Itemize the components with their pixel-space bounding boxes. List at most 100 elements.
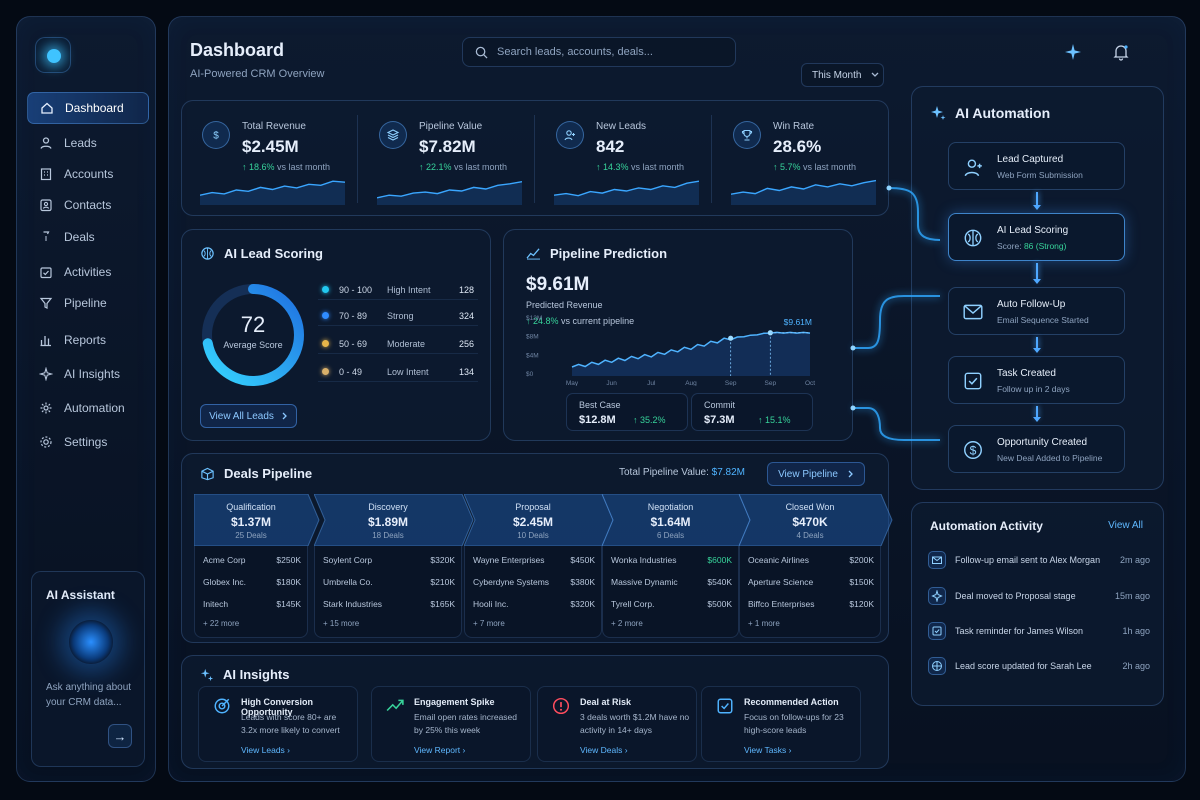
sidebar-item-automation[interactable]: Automation	[27, 392, 149, 424]
stage-discovery[interactable]: Discovery $1.89M 18 Deals Soylent Corp $320K…	[314, 494, 474, 638]
stage-negotiation[interactable]: Negotiation $1.64M 6 Deals Wonka Industries…	[602, 494, 751, 638]
sidebar-item-settings[interactable]: Settings	[27, 426, 149, 458]
score-tier: High Intent	[387, 284, 431, 295]
lead-scoring-card: AI Lead Scoring 72 Average Score 90 - 10…	[181, 229, 491, 441]
sidebar-item-deals[interactable]: Deals	[27, 221, 149, 253]
stage-header-chevron	[739, 494, 893, 546]
more-deals-link[interactable]: + 1 more	[748, 619, 780, 628]
sidebar-item-contacts[interactable]: Contacts	[27, 189, 149, 221]
home-icon	[41, 102, 53, 114]
sidebar-item-reports[interactable]: Reports	[27, 324, 149, 356]
stage-qualification[interactable]: Qualification $1.37M 25 Deals Acme Corp $250…	[194, 494, 320, 638]
trend-chart-icon	[526, 248, 540, 260]
forecast-point[interactable]	[728, 335, 734, 341]
insight-card[interactable]: Recommended Action Focus on follow-ups fo…	[701, 686, 861, 762]
prediction-change-suffix: vs current pipeline	[561, 316, 635, 326]
insight-card[interactable]: High Conversion Opportunity Leads with sc…	[198, 686, 358, 762]
more-deals-link[interactable]: + 22 more	[203, 619, 240, 628]
deal-row[interactable]: Biffco Enterprises $120K	[748, 599, 874, 613]
deal-row[interactable]: Tyrell Corp. $500K	[611, 599, 732, 613]
activity-item[interactable]: Lead score updated for Sarah Lee 2h ago	[928, 653, 1150, 679]
kpi-new-leads[interactable]: New Leads 842 ↑ 14.3% vs last month	[536, 101, 712, 217]
sidebar-item-label: Leads	[64, 136, 97, 150]
view-pipeline-button[interactable]: View Pipeline	[767, 462, 865, 486]
ai-assistant-go-button[interactable]: →	[108, 724, 132, 748]
deal-row[interactable]: Initech $145K	[203, 599, 301, 613]
lead-score-row[interactable]: 90 - 100 High Intent 128	[318, 280, 478, 300]
sidebar-item-leads[interactable]: Leads	[27, 127, 149, 159]
stage-proposal[interactable]: Proposal $2.45M 10 Deals Wayne Enterprises $…	[464, 494, 614, 638]
layers-icon	[379, 121, 407, 149]
automation-step-ai-lead-scoring[interactable]: AI Lead Scoring Score: 86 (Strong)	[948, 213, 1125, 261]
sidebar-item-ai-insights[interactable]: AI Insights	[27, 358, 149, 390]
deal-amount: $200K	[849, 555, 874, 565]
deal-row[interactable]: Wonka Industries $600K	[611, 555, 732, 569]
ai-sparkle-button[interactable]	[1064, 43, 1082, 61]
predicted-revenue-change: ↑ 24.8% vs current pipeline	[526, 316, 634, 326]
sidebar-item-dashboard[interactable]: Dashboard	[27, 92, 149, 124]
task-icon	[928, 622, 946, 640]
lead-score-row[interactable]: 70 - 89 Strong 324	[318, 306, 478, 326]
stage-deal-list: Wayne Enterprises $450K Cyberdyne Systems $…	[464, 546, 602, 638]
step-score: 86 (Strong)	[1023, 241, 1067, 251]
deal-row[interactable]: Cyberdyne Systems $380K	[473, 577, 595, 591]
view-all-activity-link[interactable]: View All	[1108, 520, 1143, 531]
deal-row[interactable]: Stark Industries $165K	[323, 599, 455, 613]
app-logo[interactable]	[35, 37, 71, 73]
deal-row[interactable]: Oceanic Airlines $200K	[748, 555, 874, 569]
sidebar-item-accounts[interactable]: Accounts	[27, 158, 149, 190]
insight-card[interactable]: Engagement Spike Email open rates increas…	[371, 686, 531, 762]
more-deals-link[interactable]: + 15 more	[323, 619, 360, 628]
sidebar-item-label: Deals	[64, 230, 95, 244]
automation-step-lead-captured[interactable]: Lead Captured Web Form Submission	[948, 142, 1125, 190]
search-input[interactable]: Search leads, accounts, deals...	[462, 37, 736, 67]
sidebar-item-activities[interactable]: Activities	[27, 256, 149, 288]
deal-amount: $450K	[570, 555, 595, 565]
deal-row[interactable]: Aperture Science $150K	[748, 577, 874, 591]
lead-scoring-title: AI Lead Scoring	[224, 246, 323, 261]
kpi-change-suffix: vs last month	[277, 162, 331, 172]
deal-row[interactable]: Globex Inc. $180K	[203, 577, 301, 591]
insight-title: Recommended Action	[744, 697, 839, 707]
lead-score-row[interactable]: 0 - 49 Low Intent 134	[318, 362, 478, 382]
activity-item[interactable]: Task reminder for James Wilson 1h ago	[928, 618, 1150, 644]
deal-row[interactable]: Massive Dynamic $540K	[611, 577, 732, 591]
automation-step-auto-follow-up[interactable]: Auto Follow-Up Email Sequence Started	[948, 287, 1125, 335]
deal-account: Massive Dynamic	[611, 577, 678, 587]
insight-link[interactable]: View Deals ›	[580, 745, 628, 755]
insight-link[interactable]: View Tasks ›	[744, 745, 792, 755]
kpi-pipeline-value[interactable]: Pipeline Value $7.82M ↑ 22.1% vs last mont…	[359, 101, 535, 217]
insight-link[interactable]: View Report ›	[414, 745, 466, 755]
stage-closed-won[interactable]: Closed Won $470K 4 Deals Oceanic Airlines $2…	[739, 494, 893, 638]
score-count: 324	[458, 310, 474, 321]
sidebar: Dashboard Leads Accounts Contacts Deals Activ…	[16, 16, 156, 782]
automation-step-opportunity-created[interactable]: $ Opportunity Created New Deal Added to Pi…	[948, 425, 1125, 473]
deal-amount: $145K	[276, 599, 301, 609]
stage-name: Proposal	[515, 502, 551, 512]
more-deals-link[interactable]: + 7 more	[473, 619, 505, 628]
kpi-total-revenue[interactable]: $ Total Revenue $2.45M ↑ 18.6% vs last mont…	[182, 101, 358, 217]
insight-text: Leads with score 80+ are 3.2x more likel…	[241, 712, 340, 735]
activity-item[interactable]: Follow-up email sent to Alex Morgan 2m ag…	[928, 547, 1150, 573]
insight-card[interactable]: Deal at Risk 3 deals worth $1.2M have no …	[537, 686, 697, 762]
sidebar-item-pipeline[interactable]: Pipeline	[27, 287, 149, 319]
x-tick-label: Sep	[725, 380, 737, 386]
deal-row[interactable]: Acme Corp $250K	[203, 555, 301, 569]
deal-row[interactable]: Wayne Enterprises $450K	[473, 555, 595, 569]
automation-step-task-created[interactable]: Task Created Follow up in 2 days	[948, 356, 1125, 404]
period-select[interactable]: This Month	[801, 63, 884, 87]
kpi-win-rate[interactable]: Win Rate 28.6% ↑ 5.7% vs last month	[713, 101, 889, 217]
lead-score-row[interactable]: 50 - 69 Moderate 256	[318, 334, 478, 354]
total-pipeline-amount: $7.82M	[711, 467, 746, 478]
funnel-icon	[39, 297, 53, 309]
deal-row[interactable]: Soylent Corp $320K	[323, 555, 455, 569]
kpi-value: 28.6%	[773, 137, 822, 156]
deal-row[interactable]: Umbrella Co. $210K	[323, 577, 455, 591]
notifications-button[interactable]	[1112, 43, 1130, 61]
more-deals-link[interactable]: + 2 more	[611, 619, 643, 628]
activity-item[interactable]: Deal moved to Proposal stage 15m ago	[928, 583, 1150, 609]
legend-dot-icon	[322, 312, 329, 319]
deal-row[interactable]: Hooli Inc. $320K	[473, 599, 595, 613]
view-all-leads-button[interactable]: View All Leads	[200, 404, 297, 428]
insight-link[interactable]: View Leads ›	[241, 745, 290, 755]
